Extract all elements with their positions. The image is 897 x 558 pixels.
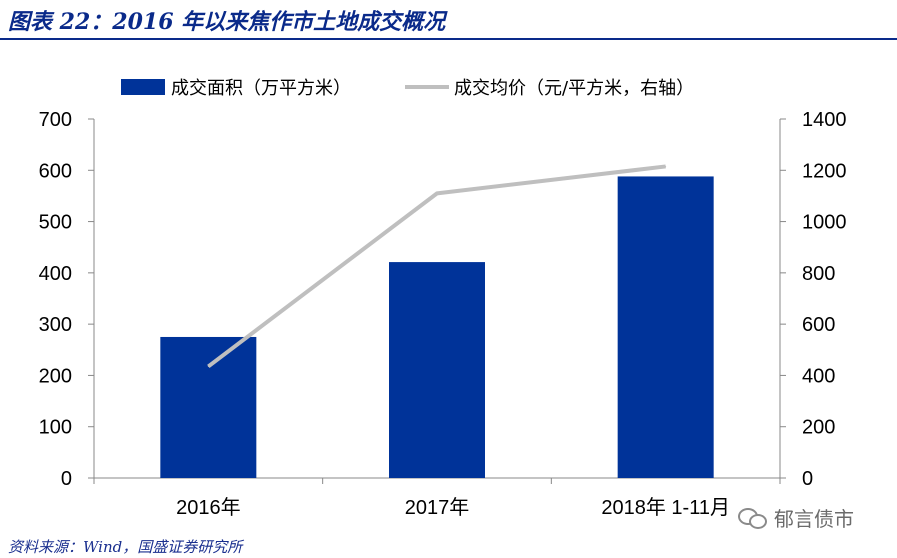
y-right-tick-label: 200 [802, 417, 835, 439]
bar-成交面积 [160, 336, 257, 478]
y-right-tick-label: 400 [802, 365, 835, 387]
y-left-tick-label: 500 [39, 212, 72, 234]
legend-label-line: 成交均价（元/平方米，右轴） [454, 78, 694, 99]
legend-label-bar: 成交面积（万平方米） [171, 78, 351, 99]
title-divider [0, 38, 897, 40]
y-left-tick-label: 600 [39, 160, 72, 182]
watermark: 郁言债市 [738, 503, 854, 532]
legend-swatch-bar [121, 79, 165, 95]
y-right-tick-label: 0 [802, 468, 813, 490]
line-point-成交均价 [207, 365, 209, 367]
bar-成交面积 [389, 262, 485, 478]
line-point-成交均价 [665, 165, 667, 167]
y-left-tick-label: 300 [39, 314, 72, 336]
y-left-tick-label: 0 [61, 468, 72, 490]
combo-chart: 成交面积（万平方米） 成交均价（元/平方米，右轴） 0 100 200 300 400 50… [39, 78, 847, 519]
watermark-text: 郁言债市 [774, 507, 854, 531]
y-right-tick-label: 600 [802, 314, 835, 336]
y-left-tick-label: 200 [39, 365, 72, 387]
y-left-tick-label: 100 [39, 417, 72, 439]
y-right-tick-label: 1400 [802, 109, 847, 131]
source-note: 资料来源：Wind，国盛证券研究所 [8, 538, 243, 556]
figure-title: 图表 22：2016 年以来焦作市土地成交概况 [8, 9, 446, 35]
y-right-tick-label: 1200 [802, 160, 847, 182]
x-tick-label: 2017年 [405, 496, 470, 519]
y-right-tick-label: 800 [802, 263, 835, 285]
y-left-tick-label: 400 [39, 263, 72, 285]
x-tick-label: 2018年 1-11月 [601, 496, 730, 519]
bar-成交面积 [617, 176, 714, 478]
x-tick-label: 2016年 [176, 496, 241, 519]
y-right-tick-label: 1000 [802, 212, 847, 234]
plot-area: 0 100 200 300 400 500 600 700 0 200 400 600 800 1000 1… [39, 109, 847, 519]
chart-legend: 成交面积（万平方米） 成交均价（元/平方米，右轴） [121, 78, 694, 99]
y-left-tick-label: 700 [39, 109, 72, 131]
wechat-icon [738, 506, 768, 530]
line-point-成交均价 [436, 192, 438, 194]
